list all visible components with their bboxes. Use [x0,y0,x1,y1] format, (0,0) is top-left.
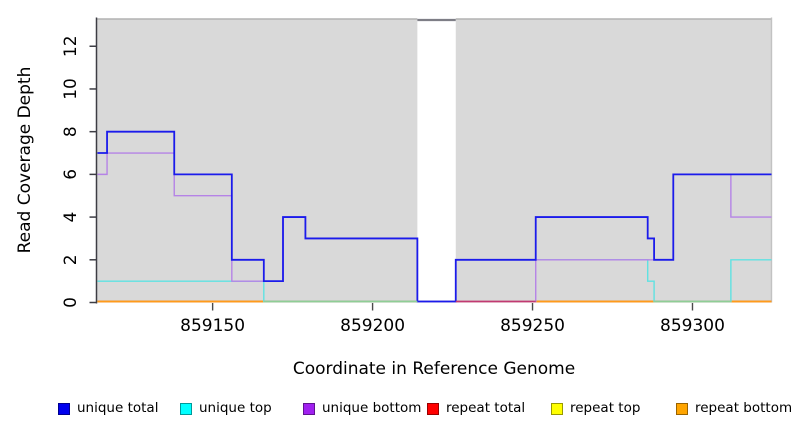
legend-item-repeat-bottom: repeat bottom [676,401,792,416]
legend-label: repeat top [570,400,641,416]
y-tick-label: 0 [61,297,81,308]
plot-canvas: 0 2 4 6 8 10 12 859150 859200 859250 859300 Read C… [15,17,773,379]
y-tick-label: 6 [61,169,81,180]
legend-swatch-repeat-total [427,402,439,415]
legend-item-repeat-total: repeat total [427,401,525,416]
legend-label: unique total [77,400,159,416]
x-tick-label: 859150 [180,316,245,336]
legend-item-unique-bottom: unique bottom [303,401,421,416]
legend-label: unique top [199,400,272,416]
y-tick-label: 8 [61,126,81,137]
legend-label: unique bottom [322,400,422,416]
x-tick-label: 859200 [340,316,405,336]
legend-swatch-unique-top [180,402,192,415]
legend-label: repeat total [446,400,526,416]
y-axis-title: Read Coverage Depth [15,67,35,254]
series-line-unique-top [97,259,772,303]
x-axis-title: Coordinate in Reference Genome [293,359,575,379]
y-tick-label: 4 [61,212,81,223]
y-tick-label: 12 [61,35,81,57]
legend-item-unique-top: unique top [180,401,272,416]
legend-item-repeat-top: repeat top [551,401,640,416]
coverage-gap-band [417,17,456,304]
y-tick-label: 2 [61,254,81,265]
series-line-unique-total [97,130,772,303]
x-tick-label: 859300 [660,316,725,336]
legend-swatch-repeat-top [551,402,563,415]
legend-swatch-unique-bottom [303,402,315,415]
legend-swatch-repeat-bottom [676,402,688,415]
y-tick-label: 10 [61,78,81,100]
legend-label: repeat bottom [695,400,792,416]
legend-swatch-unique-total [58,402,70,415]
x-tick-label: 859250 [500,316,565,336]
legend-item-unique-total: unique total [58,401,158,416]
